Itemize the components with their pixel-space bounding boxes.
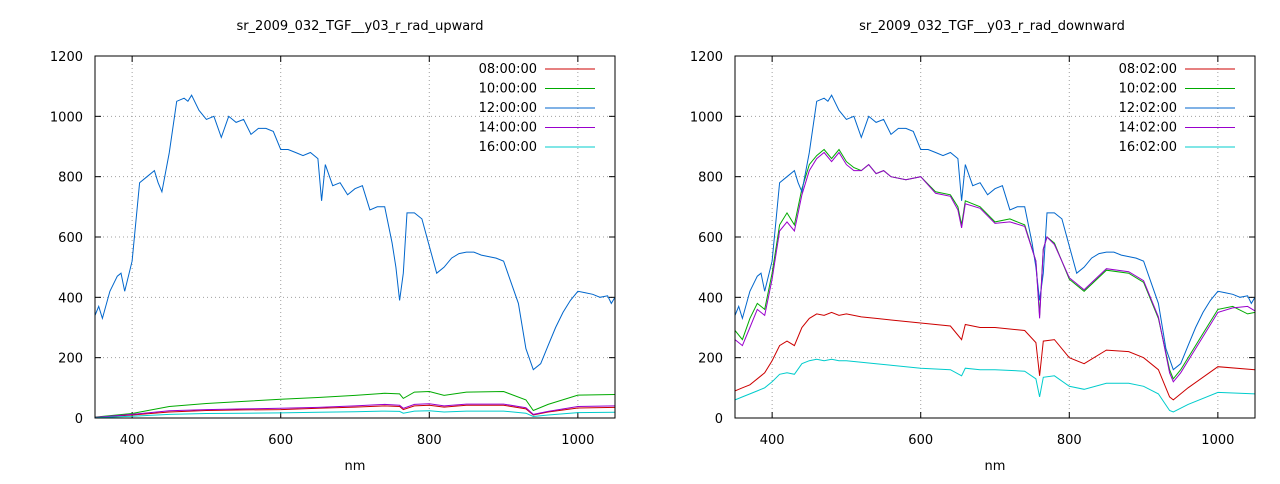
series-line-120200 [735, 94, 1255, 371]
legend-label: 14:00:00 [479, 121, 537, 136]
y-tick-label: 200 [58, 352, 83, 367]
y-tick-label: 0 [75, 412, 83, 427]
x-tick-label: 1000 [1201, 433, 1234, 448]
legend-label: 16:00:00 [479, 140, 537, 155]
x-tick-label: 600 [908, 433, 933, 448]
x-tick-label: 1000 [561, 433, 594, 448]
plot-frame [734, 55, 1256, 419]
plot-frame [94, 55, 616, 419]
series-line-160000 [95, 410, 615, 418]
legend-label: 12:00:00 [479, 101, 537, 116]
series-line-140200 [735, 151, 1255, 383]
series-line-160200 [735, 358, 1255, 413]
series-line-120000 [95, 94, 615, 371]
chart-panel-2: 0 200 400 600 800 1000 1200 400 600 800 1000 sr_200… [690, 19, 1256, 474]
x-axis-label: nm [985, 459, 1006, 474]
x-tick-label: 800 [1057, 433, 1082, 448]
x-tick-label: 600 [268, 433, 293, 448]
y-tick-label: 0 [715, 412, 723, 427]
x-tick-label: 400 [760, 433, 785, 448]
legend-label: 12:02:00 [1119, 101, 1177, 116]
y-tick-label: 1000 [50, 110, 83, 125]
x-tick-label: 800 [417, 433, 442, 448]
legend-label: 14:02:00 [1119, 121, 1177, 136]
y-tick-label: 200 [698, 352, 723, 367]
y-tick-label: 400 [698, 291, 723, 306]
legend-label: 08:00:00 [479, 62, 537, 77]
y-tick-label: 1200 [690, 50, 723, 65]
y-tick-label: 400 [58, 291, 83, 306]
legend-label: 10:00:00 [479, 82, 537, 97]
y-tick-label: 600 [698, 231, 723, 246]
legend-label: 16:02:00 [1119, 140, 1177, 155]
y-tick-label: 1200 [50, 50, 83, 65]
y-tick-label: 1000 [690, 110, 723, 125]
series-line-140000 [95, 403, 615, 418]
y-tick-label: 800 [58, 171, 83, 186]
y-tick-label: 800 [698, 171, 723, 186]
series-line-100200 [735, 148, 1255, 380]
series-line-080200 [735, 311, 1255, 401]
chart-panel-1: 0 200 400 600 800 1000 1200 400 600 800 1000 sr_200… [50, 19, 616, 474]
legend-label: 10:02:00 [1119, 82, 1177, 97]
series-line-100000 [95, 390, 615, 418]
chart-title: sr_2009_032_TGF__y03_r_rad_upward [236, 19, 483, 34]
y-tick-label: 600 [58, 231, 83, 246]
x-tick-label: 400 [120, 433, 145, 448]
x-axis-label: nm [345, 459, 366, 474]
legend-label: 08:02:00 [1119, 62, 1177, 77]
chart-title: sr_2009_032_TGF__y03_r_rad_downward [859, 19, 1125, 34]
series-line-080000 [95, 404, 615, 418]
